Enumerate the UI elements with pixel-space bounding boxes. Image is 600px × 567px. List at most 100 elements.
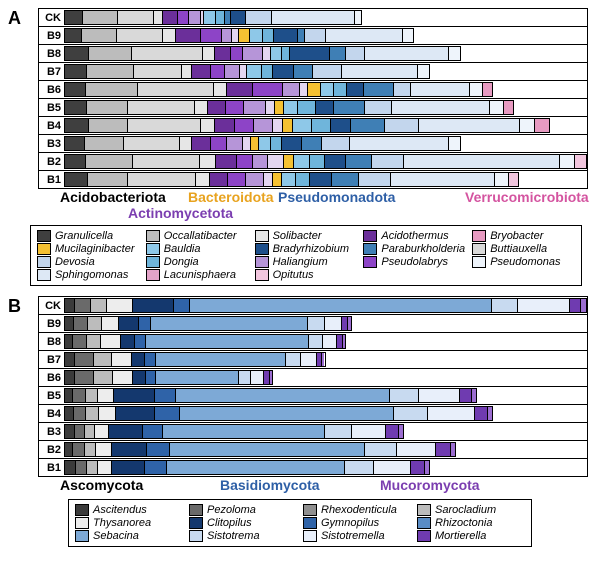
bar-track <box>64 352 587 367</box>
segment <box>332 173 359 186</box>
segment <box>352 425 386 438</box>
legend-label: Pseudolabrys <box>381 256 448 268</box>
segment <box>192 137 212 150</box>
segment <box>73 443 85 456</box>
segment <box>74 317 88 330</box>
segment <box>271 137 283 150</box>
swatch <box>37 230 51 242</box>
segment <box>192 65 210 78</box>
legend-label: Pseudomonas <box>490 256 560 268</box>
segment <box>560 155 576 168</box>
segment <box>264 173 273 186</box>
segment <box>274 29 298 42</box>
segment <box>322 137 350 150</box>
segment <box>87 461 98 474</box>
segment <box>88 173 129 186</box>
swatch <box>363 256 377 268</box>
row-label-B5: B5 <box>39 390 64 402</box>
segment <box>293 119 312 132</box>
segment <box>216 11 225 24</box>
bar-B7 <box>64 352 326 367</box>
segment <box>262 65 273 78</box>
segment <box>65 29 82 42</box>
row-B4: B4 <box>39 116 587 134</box>
segment <box>372 155 403 168</box>
legend-label: Rhexodenticula <box>321 504 397 516</box>
segment <box>305 29 326 42</box>
segment <box>113 371 134 384</box>
segment <box>282 47 290 60</box>
segment <box>155 389 176 402</box>
segment <box>75 353 93 366</box>
segment <box>243 47 263 60</box>
segment <box>298 29 305 42</box>
segment <box>87 335 101 348</box>
legend-label: Sistotremella <box>321 530 385 542</box>
legend-label: Buttiauxella <box>490 243 547 255</box>
segment <box>364 83 394 96</box>
segment <box>133 299 175 312</box>
segment <box>180 137 192 150</box>
segment <box>82 29 117 42</box>
segment <box>226 101 244 114</box>
segment <box>239 371 251 384</box>
bar-track <box>64 370 587 385</box>
swatch <box>189 517 203 529</box>
segment <box>365 47 448 60</box>
legend-item-bryobacter: Bryobacter <box>472 230 575 242</box>
segment <box>146 371 156 384</box>
bar-track <box>64 154 587 169</box>
segment <box>182 65 193 78</box>
legend-item-paraburkholderia: Paraburkholderia <box>363 243 466 255</box>
swatch <box>75 517 89 529</box>
panel-b-label: B <box>8 296 21 317</box>
legend-item-mortierella: Mortierella <box>417 530 525 542</box>
segment <box>346 47 366 60</box>
segment <box>65 425 75 438</box>
legend-label: Clitopilus <box>207 517 252 529</box>
segment <box>178 11 190 24</box>
legend-item-clitopilus: Clitopilus <box>189 517 297 529</box>
segment <box>65 119 89 132</box>
segment <box>65 101 87 114</box>
row-label-B7: B7 <box>39 354 64 366</box>
bar-track <box>64 460 587 475</box>
segment <box>343 335 346 348</box>
bar-B1 <box>64 460 430 475</box>
bar-CK <box>64 10 362 25</box>
segment <box>189 11 201 24</box>
swatch <box>37 256 51 268</box>
segment <box>273 119 283 132</box>
legend-label: Lacunisphaera <box>164 269 236 281</box>
segment <box>65 443 73 456</box>
segment <box>128 173 196 186</box>
legend-label: Bauldia <box>164 243 201 255</box>
segment <box>201 29 222 42</box>
segment <box>263 47 271 60</box>
row-label-CK: CK <box>39 12 64 24</box>
swatch <box>255 269 269 281</box>
row-CK: CK <box>39 297 587 314</box>
bar-track <box>64 46 587 61</box>
segment <box>403 29 413 42</box>
bar-track <box>64 334 587 349</box>
segment <box>394 407 428 420</box>
segment <box>231 47 243 60</box>
legend-item-rhizoctonia: Rhizoctonia <box>417 517 525 529</box>
segment <box>449 47 461 60</box>
segment <box>322 353 325 366</box>
swatch <box>146 256 160 268</box>
segment <box>214 83 227 96</box>
segment <box>151 317 308 330</box>
segment <box>65 389 73 402</box>
segment <box>211 65 226 78</box>
segment <box>334 101 365 114</box>
swatch <box>303 530 317 542</box>
legend-item-sebacina: Sebacina <box>75 530 183 542</box>
bar-track <box>64 64 587 79</box>
segment <box>492 299 518 312</box>
segment <box>134 65 181 78</box>
bar-B7 <box>64 64 430 79</box>
legend-label: Gymnopilus <box>321 517 379 529</box>
segment <box>509 173 518 186</box>
